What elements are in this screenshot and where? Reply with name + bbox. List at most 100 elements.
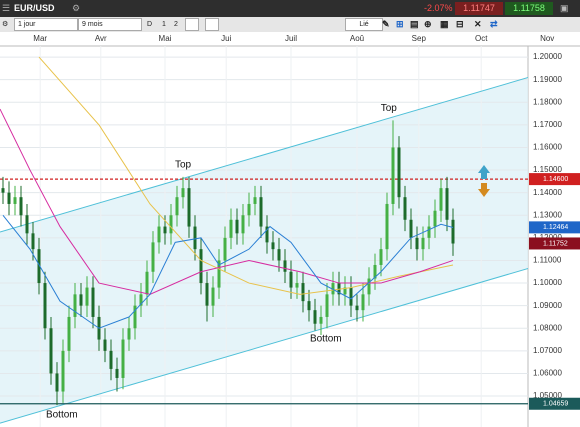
x-tick-label: Sep <box>412 34 427 43</box>
candle-body <box>355 305 359 311</box>
tool-icon[interactable]: ⇄ <box>490 19 498 29</box>
candle-body <box>13 197 17 204</box>
checkbox[interactable] <box>205 18 219 31</box>
annotation: Top <box>381 103 398 114</box>
y-tick-label: 1.17000 <box>533 120 562 129</box>
y-tick-label: 1.07000 <box>533 346 562 355</box>
button[interactable]: 2 <box>174 21 178 28</box>
candle-body <box>127 328 131 340</box>
menu-icon[interactable]: ☰ <box>2 3 11 13</box>
indicator-line <box>2 214 454 329</box>
candle-body <box>421 237 425 250</box>
price-tag <box>529 397 580 410</box>
settings-icon[interactable]: ⚙ <box>72 3 81 13</box>
candle-body <box>37 249 41 284</box>
annotation: Bottom <box>310 334 342 345</box>
candle-body <box>181 188 185 198</box>
y-tick-label: 1.11000 <box>533 256 562 265</box>
bid-price[interactable]: 1.11747 <box>455 2 503 15</box>
candle-body <box>55 373 59 392</box>
tool-icon[interactable]: ⊞ <box>396 19 404 29</box>
candle-body <box>31 233 35 250</box>
y-tick-label: 1.15000 <box>533 165 562 174</box>
candle-body <box>319 316 323 324</box>
tool-icon[interactable]: ✕ <box>474 19 482 29</box>
tool-icon[interactable]: ✎ <box>382 19 390 29</box>
price-tag-label: 1.12464 <box>543 224 568 231</box>
tool-icon[interactable]: ⊟ <box>456 19 464 29</box>
candle-body <box>1 188 5 193</box>
x-tick-label: Nov <box>540 34 554 43</box>
price-tag-label: 1.14600 <box>543 176 568 183</box>
candle-body <box>73 294 77 317</box>
candle-body <box>103 339 107 351</box>
candle-body <box>43 283 47 329</box>
candle-body <box>109 350 113 369</box>
axis: 1.05000 1.06000 1.07000 1.08000 1.09000 1.100… <box>33 34 580 410</box>
range-select[interactable]: 9 mois <box>78 18 142 31</box>
chart: Top Top Bottom Bottom 1.05000 1.06000 1.07000… <box>0 32 580 427</box>
candle-body <box>133 305 137 329</box>
candle-body <box>211 287 215 306</box>
candle-body <box>19 197 23 216</box>
candle-body <box>205 283 209 306</box>
candle-body <box>271 242 275 250</box>
y-tick-label: 1.13000 <box>533 210 562 219</box>
button[interactable]: D <box>147 21 153 28</box>
price-tag-label: 1.11752 <box>543 240 568 247</box>
button[interactable]: 1 <box>162 21 166 28</box>
candle-body <box>385 203 389 250</box>
channel-line <box>0 267 528 424</box>
x-tick-label: Jui <box>221 34 231 43</box>
y-tick-label: 1.06000 <box>533 369 562 378</box>
candle-body <box>361 294 365 311</box>
symbol[interactable]: EUR/USD <box>14 3 55 13</box>
y-tick-label: 1.18000 <box>533 97 562 106</box>
candle-body <box>67 316 71 351</box>
candle-body <box>91 287 95 317</box>
tool-icon[interactable]: ▦ <box>440 19 449 29</box>
x-tick-label: Mai <box>159 34 172 43</box>
plot: Top Top Bottom Bottom <box>0 46 528 427</box>
candle-body <box>331 283 335 295</box>
interval-select[interactable]: 1 jour <box>14 18 78 31</box>
candle-body <box>427 226 431 238</box>
candle-body <box>265 226 269 243</box>
ask-price[interactable]: 1.11758 <box>505 2 553 15</box>
candle-body <box>397 147 401 198</box>
candle-body <box>283 260 287 272</box>
checkbox[interactable] <box>185 18 199 31</box>
alert-up-icon[interactable] <box>478 165 490 179</box>
tool-icon[interactable]: ▤ <box>410 19 419 29</box>
candle-body <box>175 197 179 216</box>
x-tick-label: Oct <box>475 34 488 43</box>
candle-body <box>139 294 143 306</box>
link-button[interactable]: Lié <box>345 18 383 31</box>
candle-body <box>445 188 449 220</box>
candle-body <box>373 264 377 279</box>
candle-body <box>163 226 167 234</box>
candle-body <box>325 294 329 317</box>
candle-body <box>259 197 263 227</box>
price-tag <box>529 237 580 250</box>
close-icon[interactable]: ▣ <box>560 3 569 13</box>
candle-body <box>253 197 257 204</box>
candle-body <box>151 242 155 272</box>
candle-body <box>433 210 437 227</box>
gear-icon[interactable]: ⚙ <box>2 21 9 28</box>
candle-body <box>169 215 173 234</box>
candle-body <box>223 237 227 261</box>
candle-body <box>439 188 443 211</box>
month-axis-bg <box>0 32 580 46</box>
candle-body <box>79 294 83 306</box>
alert-down-icon[interactable] <box>478 183 490 197</box>
candle-body <box>49 328 53 374</box>
tool-icon[interactable]: ⊕ <box>424 19 432 29</box>
candle-body <box>187 188 191 227</box>
candle-body <box>193 226 197 250</box>
annotation: Top <box>175 160 192 171</box>
candle-body <box>61 350 65 392</box>
x-tick-label: Juil <box>285 34 297 43</box>
x-tick-label: Aoû <box>350 34 364 43</box>
y-tick-label: 1.14000 <box>533 188 562 197</box>
